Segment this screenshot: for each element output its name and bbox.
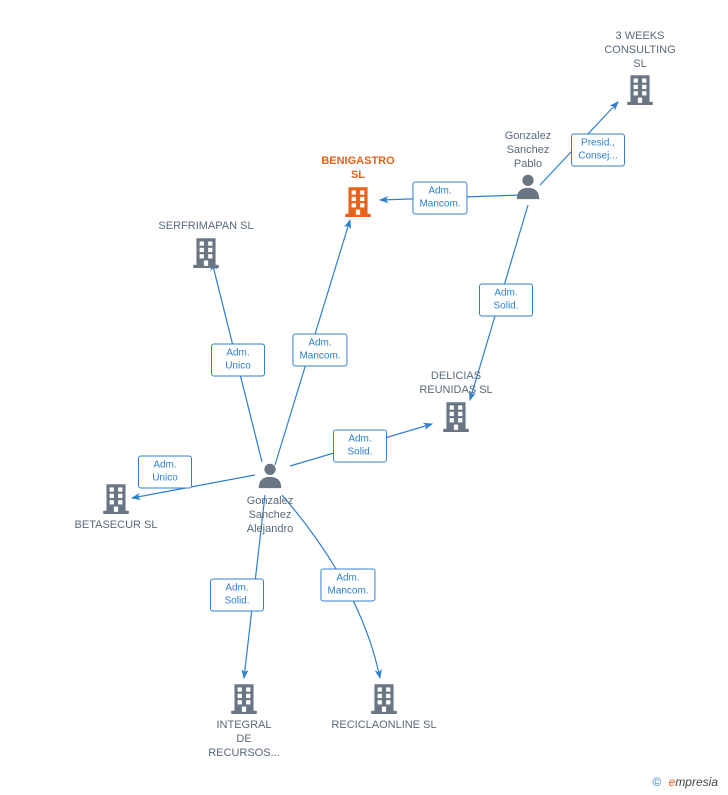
edge-label-alejandro-betasecur: Adm. Unico	[138, 456, 192, 489]
node-serfrimapan[interactable]: SERFRIMAPAN SL	[146, 220, 266, 273]
building-icon	[324, 680, 444, 719]
building-icon	[580, 71, 700, 110]
building-icon	[146, 234, 266, 273]
node-delicias[interactable]: DELICIAS REUNIDAS SL	[396, 370, 516, 437]
node-alejandro[interactable]: Gonzalez Sanchez Alejandro	[210, 460, 330, 536]
diagram-canvas	[0, 0, 728, 795]
footer-credit: © empresia	[652, 775, 718, 789]
node-integral[interactable]: INTEGRAL DE RECURSOS...	[184, 680, 304, 760]
node-label-threeweeks: 3 WEEKS CONSULTING SL	[580, 30, 700, 71]
copyright-symbol: ©	[652, 775, 661, 789]
node-label-serfrimapan: SERFRIMAPAN SL	[146, 220, 266, 234]
node-label-delicias: DELICIAS REUNIDAS SL	[396, 370, 516, 398]
edge-label-pablo-benigastro: Adm. Mancom.	[412, 182, 467, 215]
person-icon	[210, 460, 330, 495]
building-icon	[298, 183, 418, 222]
node-label-recicla: RECICLAONLINE SL	[324, 719, 444, 733]
node-label-integral: INTEGRAL DE RECURSOS...	[184, 719, 304, 760]
edge-label-alejandro-serfrimapan: Adm. Unico	[211, 344, 265, 377]
node-recicla[interactable]: RECICLAONLINE SL	[324, 680, 444, 733]
node-benigastro[interactable]: BENIGASTRO SL	[298, 155, 418, 222]
brand-name: empresia	[669, 775, 718, 789]
node-pablo[interactable]: Gonzalez Sanchez Pablo	[468, 130, 588, 206]
edge-label-alejandro-benigastro: Adm. Mancom.	[292, 334, 347, 367]
node-label-betasecur: BETASECUR SL	[56, 519, 176, 533]
person-icon	[468, 171, 588, 206]
edge-label-alejandro-recicla: Adm. Mancom.	[320, 569, 375, 602]
edge-label-alejandro-delicias: Adm. Solid.	[333, 430, 387, 463]
edge-label-pablo-delicias: Adm. Solid.	[479, 284, 533, 317]
edge-label-pablo-threeweeks: Presid., Consej...	[571, 134, 625, 167]
building-icon	[396, 398, 516, 437]
building-icon	[184, 680, 304, 719]
node-threeweeks[interactable]: 3 WEEKS CONSULTING SL	[580, 30, 700, 110]
edge-label-alejandro-integral: Adm. Solid.	[210, 579, 264, 612]
node-label-alejandro: Gonzalez Sanchez Alejandro	[210, 495, 330, 536]
node-label-benigastro: BENIGASTRO SL	[298, 155, 418, 183]
node-label-pablo: Gonzalez Sanchez Pablo	[468, 130, 588, 171]
